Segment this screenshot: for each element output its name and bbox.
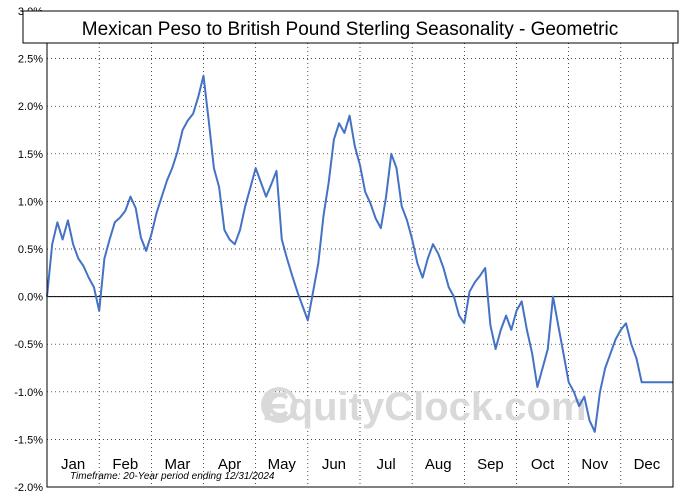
x-tick-label: Jan <box>61 456 85 473</box>
x-tick-label: Feb <box>112 456 138 473</box>
y-tick-label: 1.5% <box>18 149 43 161</box>
y-tick-label: 2.5% <box>18 54 43 66</box>
y-tick-label: -1.5% <box>14 434 43 446</box>
watermark-logo-icon <box>261 387 297 423</box>
x-tick-label: Apr <box>218 456 241 473</box>
x-tick-label: Mar <box>164 456 190 473</box>
timeframe-footnote: Timeframe: 20-Year period ending 12/31/2… <box>70 471 275 482</box>
y-axis-ticks: -2.0% -1.5% -1.0% -0.5% 0.0% 0.5% 1.0% 1.5% 2.0%… <box>14 6 43 494</box>
x-axis-month-labels: Jan Feb Mar Apr May Jun Jul Aug Sep Oct Nov Dec <box>61 456 661 473</box>
x-tick-label: Oct <box>531 456 555 473</box>
y-tick-label: 1.0% <box>18 196 43 208</box>
y-tick-label: 0.5% <box>18 244 43 256</box>
x-tick-label: Jun <box>322 456 346 473</box>
x-tick-label: Jul <box>376 456 395 473</box>
x-tick-label: Aug <box>425 456 452 473</box>
y-tick-label: 0.0% <box>18 292 43 304</box>
x-tick-label: Dec <box>634 456 661 473</box>
x-tick-label: Sep <box>477 456 504 473</box>
title-box <box>22 10 679 44</box>
x-tick-label: Nov <box>581 456 608 473</box>
x-tick-label: May <box>268 456 297 473</box>
y-tick-label: -1.0% <box>14 387 43 399</box>
watermark-text: EquityClock.com <box>262 385 587 429</box>
y-tick-label: 2.0% <box>18 101 43 113</box>
y-tick-label: -0.5% <box>14 339 43 351</box>
series-line <box>46 74 673 433</box>
y-tick-label: -2.0% <box>14 482 43 494</box>
chart-title: Mexican Peso to British Pound Sterling S… <box>82 19 618 40</box>
